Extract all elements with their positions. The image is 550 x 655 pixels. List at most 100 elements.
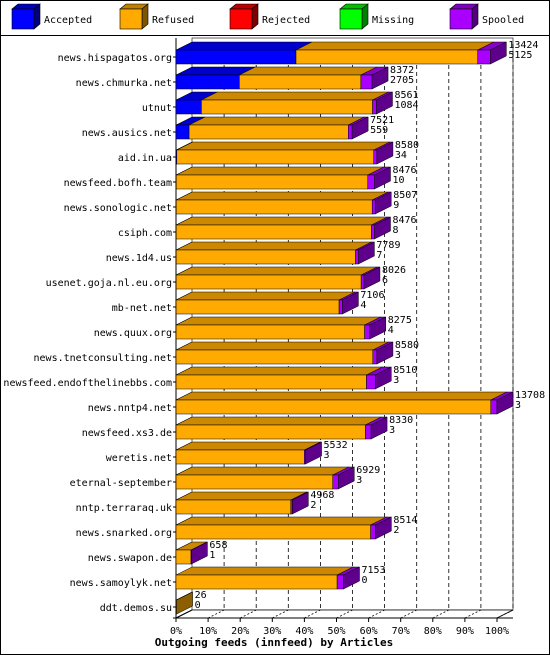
bar-spooled [490,399,498,415]
bar-refused-side [176,591,193,615]
bar-refused-top [176,216,388,226]
category-label: utnut [142,103,172,114]
bar-spooled [366,374,376,390]
bar-refused [175,324,365,340]
x-tick-label: 100% [485,626,509,637]
category-label: csiph.com [118,228,172,239]
legend-label-missing: Missing [372,15,414,26]
bars [175,41,514,615]
offered-label: 13708 [515,390,545,401]
bar-refused [188,124,349,140]
bar-refused [175,574,338,590]
bar-spooled-side [369,316,387,340]
bar-spooled [477,49,491,65]
accepted-label: 1 [209,550,215,561]
offered-label: 8514 [393,515,417,526]
axis-depth-edge [175,609,193,619]
bar-refused-top [175,341,389,351]
accepted-label: 1084 [394,100,418,111]
category-label: mb-net.net [112,303,172,314]
bar-refused [175,449,305,465]
bar-refused [175,524,371,540]
bar-spooled-side [358,241,375,265]
offered-label: 7521 [370,115,394,126]
bar-refused-top [175,516,387,526]
category-label: newsfeed.xs3.de [82,428,172,439]
floor-gridline-40 [304,609,321,619]
x-axis-ticks: 0% 10% 20% 30% 40% 50% 60% 70% 80% 90% 100% [170,618,509,637]
x-tick-label: 10% [199,626,217,637]
category-label: newsfeed.bofh.team [64,178,172,189]
bar-refused-top [175,316,381,326]
bar-spooled [372,349,378,365]
offered-label: 7153 [362,565,386,576]
category-label: newsfeed.endofthelinebbs.com [3,378,172,389]
bar-spooled [373,149,378,165]
offered-label: 5532 [324,440,348,451]
bar-spooled-side [375,516,392,540]
accepted-label: 9 [393,200,399,211]
x-tick-label: 50% [327,626,345,637]
bar-refused-top [176,241,372,251]
bar-refused [175,349,374,365]
bar-spooled-side [496,391,514,415]
category-label: eternal-september [70,478,172,489]
bar-spooled-side [371,66,389,90]
x-tick-label: 40% [295,626,313,637]
offered-label: 4968 [310,490,334,501]
bar-refused-top [175,366,383,376]
offered-label: 8275 [388,315,412,326]
bar-spooled-side [338,466,355,490]
accepted-label: 0 [362,575,368,586]
accepted-label: 3 [356,475,362,486]
accepted-label: 6 [382,275,388,286]
bar-refused [176,149,374,165]
bar-refused-top [176,266,378,276]
value-labels: 1342451258372270585611084752155985803484… [195,40,546,611]
legend: Accepted Refused Rejected Missing Spooled [11,3,524,30]
bar-refused-top [175,416,382,426]
bar-refused [175,424,366,440]
offered-label: 8476 [392,165,416,176]
bar-refused-top [176,141,390,151]
bar-spooled [370,524,376,540]
x-tick-label: 70% [392,626,410,637]
floor-gridline-100 [496,609,514,619]
bar-refused [239,74,362,90]
bar-spooled-side [342,291,359,315]
offered-label: 8026 [382,265,406,276]
bar-refused [295,49,478,65]
x-tick-label: 60% [360,626,378,637]
bar-spooled [332,474,339,490]
bar-accepted [175,74,240,90]
bar-spooled [336,574,344,590]
bar-spooled [360,74,373,90]
category-label: ddt.demos.su [100,603,172,614]
category-label: news.quux.org [94,328,172,339]
bar-refused [175,224,372,240]
bar-refused [201,99,373,115]
floor-gridline-10 [207,609,225,619]
category-label: news.ausics.net [82,128,172,139]
bar-spooled [365,424,372,440]
floor-gridline-60 [368,609,385,619]
offered-label: 8510 [393,365,417,376]
category-label: news.swapon.de [88,553,172,564]
bar-spooled-side [376,341,394,365]
bar-refused-top [175,441,321,451]
bar-spooled [371,224,375,240]
offered-label: 8476 [392,215,416,226]
bar-refused-top [175,466,349,476]
bar-spooled [364,324,371,340]
accepted-label: 4 [388,325,394,336]
accepted-label: 10 [392,175,404,186]
floor-gridline-30 [272,609,289,619]
bar-spooled-side [351,116,369,140]
accepted-label: 7 [376,250,382,261]
offered-label: 658 [209,540,227,551]
bar-spooled-side [490,41,507,65]
bar-spooled-side [376,91,393,115]
bar-spooled [371,199,376,215]
x-tick-label: 0% [170,626,182,637]
